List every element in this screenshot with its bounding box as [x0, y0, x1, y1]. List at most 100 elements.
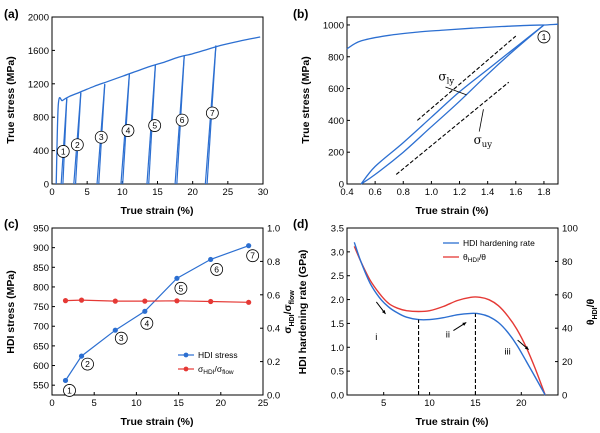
point-label: 5	[179, 283, 184, 293]
sigma-ly-pointer	[445, 86, 467, 96]
svg-text:σHDI/σflow: σHDI/σflow	[282, 290, 296, 334]
ratio-point	[62, 298, 69, 304]
unloading-curve	[360, 24, 545, 185]
y-tick-label: 1.0	[331, 343, 344, 354]
cycle-marker-ring	[148, 119, 162, 132]
y-tick-label: 3.5	[331, 224, 344, 235]
y-tick-label: 650	[33, 341, 49, 352]
x-tick-label: 15	[173, 398, 184, 409]
ratio-point	[174, 298, 180, 304]
cycle-marker: 7	[210, 108, 215, 118]
y-axis-title-right-c: σHDI/σflow	[282, 290, 296, 334]
point-label: 3	[119, 333, 124, 343]
legend-label-hdi-rate: HDI hardening rate	[463, 238, 535, 248]
x-tick-label: 25	[223, 187, 234, 198]
panel-b: (b) True strain (%) True stress (MPa) 0.…	[293, 7, 559, 217]
y-right-tick-label: 80	[562, 257, 573, 268]
x-axis-title-d: True strain (%)	[416, 416, 489, 428]
y-tick-label: 600	[33, 361, 49, 372]
y-tick-label: 1600	[28, 46, 49, 57]
y-tick-label: 800	[33, 282, 49, 293]
sigma-uy-label: σuy	[474, 133, 493, 150]
x-tick-label: 30	[258, 187, 269, 198]
hdi-stress-point	[112, 327, 118, 333]
point-label-ring	[246, 249, 260, 263]
cycle-marker-ring	[56, 145, 70, 158]
plot-frame-b	[346, 16, 559, 185]
point-label-ring	[63, 384, 76, 397]
y-tick-label: 800	[328, 52, 344, 63]
point-label-ring	[140, 316, 154, 330]
y-tick-label: 1200	[28, 79, 49, 90]
svg-text:θHDI/θ: θHDI/θ	[585, 299, 599, 326]
y-axis-title-b: True stress (MPa)	[300, 56, 312, 144]
cycle-marker: 5	[152, 121, 157, 131]
y-tick-label: 0.5	[331, 367, 344, 378]
cycle-marker-ring	[70, 138, 84, 152]
hdi-stress-point	[78, 353, 85, 359]
point-label: 7	[250, 251, 255, 261]
x-tick-label: 0	[49, 398, 54, 409]
theta-ratio-curve	[353, 246, 546, 396]
hdi-stress-point	[208, 256, 214, 263]
panel-d: (d) True strain (%) HDI hardening rate (…	[293, 217, 599, 428]
legend-marker-ratio	[183, 366, 189, 372]
ticks-c: 0 5 10 15 20 255506006507007508008509009500.0…	[33, 224, 280, 410]
tangent-upper	[416, 35, 517, 121]
x-tick-label: 0.6	[369, 187, 382, 198]
y-tick-label: 950	[33, 224, 49, 235]
x-axis-title-a: True strain (%)	[121, 205, 194, 217]
x-axis-title-c: True strain (%)	[121, 416, 194, 428]
y-tick-label: 3.0	[331, 247, 344, 258]
ratio-point	[246, 299, 252, 305]
ticks-d: 5 10 15 20 0.0 0.5 1.0 1.5 2.0 2.5 3.0 3.5 0 20 40 60 80…	[331, 224, 578, 410]
x-tick-label: 20	[216, 398, 227, 409]
ratio-line	[65, 299, 249, 303]
cycle-marker: 3	[99, 132, 104, 142]
plot-frame-d	[346, 227, 559, 396]
panel-label-c: (c)	[4, 217, 19, 231]
y-tick-label: 550	[33, 381, 49, 392]
y-tick-label: 1000	[323, 20, 344, 31]
plot-frame-a	[51, 16, 264, 185]
ratio-point	[208, 298, 214, 305]
region-label: ii	[446, 330, 450, 341]
point-label: 2	[85, 359, 90, 369]
ratio-point	[142, 298, 148, 304]
cycle-marker: 2	[75, 140, 80, 150]
cycle-marker: 1	[542, 32, 547, 42]
x-tick-label: 1.6	[509, 187, 522, 198]
panel-label-b: (b)	[293, 7, 308, 21]
cycle-marker: 4	[126, 126, 131, 136]
y-axis-title-d: HDI hardening rate (GPa)	[297, 250, 309, 375]
y-right-tick-label: 1.0	[267, 224, 280, 235]
cycle-marker-ring	[175, 113, 189, 127]
hdi-stress-point	[174, 275, 180, 281]
point-label-ring	[210, 263, 224, 276]
plot-area-b: 1 σly σuy	[346, 23, 559, 185]
y-right-tick-label: 100	[562, 224, 578, 235]
point-label: 6	[214, 264, 219, 274]
y-tick-label: 1.5	[331, 319, 344, 330]
x-tick-label: 10	[131, 398, 142, 409]
y-tick-label: 0	[44, 180, 49, 191]
x-tick-label: 10	[117, 187, 128, 198]
x-tick-label: 1.8	[537, 187, 550, 198]
y-tick-label: 750	[33, 302, 49, 313]
hdi-stress-point	[246, 243, 252, 249]
point-label-ring	[174, 281, 188, 295]
loading-curve	[346, 23, 559, 50]
region-arrowhead	[381, 309, 386, 314]
tangent-lower	[395, 81, 510, 175]
point-label-ring	[81, 357, 94, 371]
point-label: 1	[67, 385, 72, 395]
hdi-stress-point	[62, 377, 69, 384]
ratio-point	[78, 297, 85, 303]
reloading-curve	[360, 24, 545, 185]
y-tick-label: 2.5	[331, 271, 344, 282]
x-axis-title-b: True strain (%)	[416, 205, 489, 217]
y-right-tick-label: 20	[562, 357, 573, 368]
sigma-ly-label: σly	[438, 70, 454, 87]
